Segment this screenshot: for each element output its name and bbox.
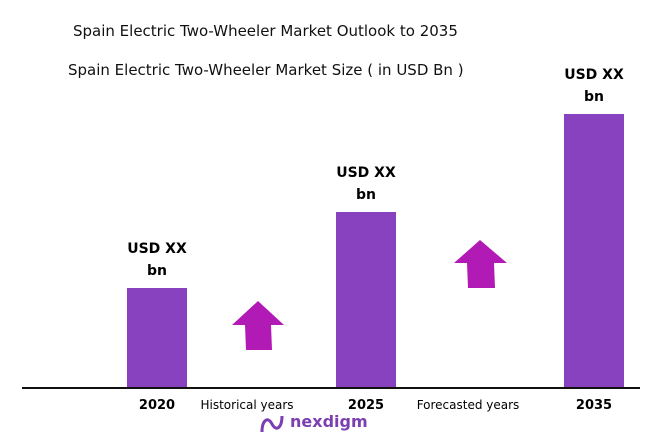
value-label: USD XX bn (127, 241, 187, 279)
x-tick-label: 2020 (138, 398, 176, 413)
bar (336, 212, 396, 387)
annotation: Forecasted years (416, 398, 520, 412)
logo-icon (260, 415, 284, 433)
value-label: USD XX bn (564, 67, 624, 105)
value-label: USD XX bn (336, 165, 396, 203)
chart-title: Spain Electric Two-Wheeler Market Outloo… (73, 22, 458, 40)
x-tick-label: 2035 (575, 398, 613, 413)
arrow (232, 301, 284, 350)
annotation: Historical years (200, 398, 294, 412)
bar (127, 288, 187, 387)
bar (564, 114, 624, 387)
logo: nexdigm (290, 412, 368, 431)
arrow (454, 240, 507, 288)
chart-subtitle: Spain Electric Two-Wheeler Market Size (… (68, 61, 464, 79)
x-tick-label: 2025 (347, 398, 385, 413)
